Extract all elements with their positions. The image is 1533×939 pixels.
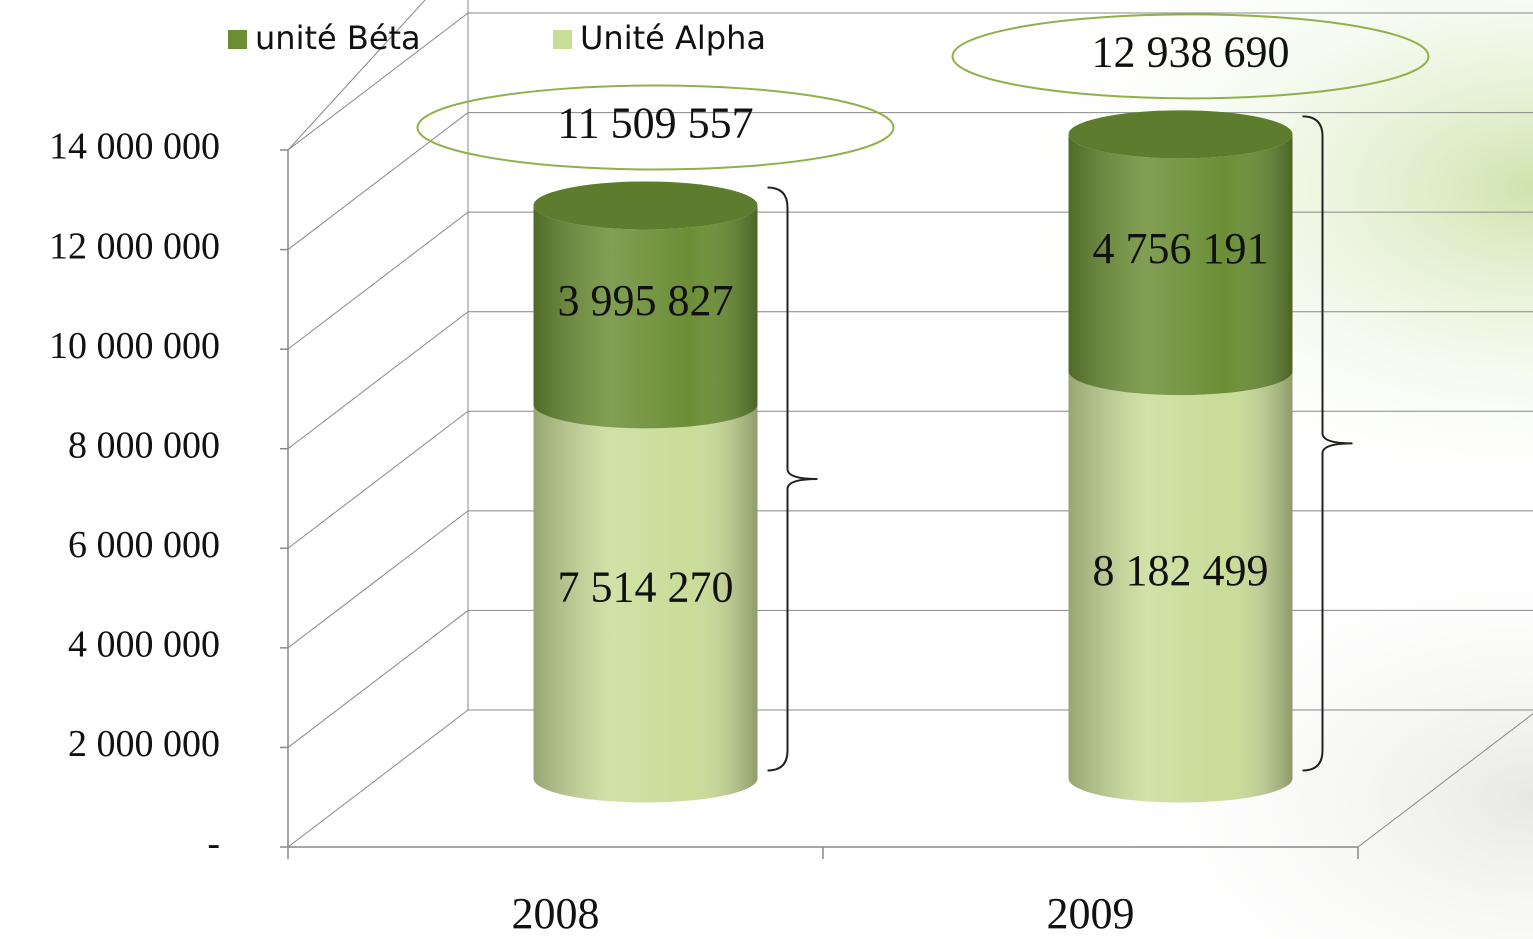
- grid-line: [287, 12, 469, 151]
- grid-line: [287, 112, 469, 250]
- grid-line: [287, 311, 469, 450]
- legend-swatch: [553, 30, 572, 49]
- y-tick-label: 14 000 000: [49, 126, 220, 168]
- y-tick-label: -: [207, 823, 220, 865]
- bar-top: [1068, 110, 1293, 159]
- axis-line: [1357, 713, 1533, 848]
- bar-shade: [533, 404, 758, 803]
- y-tick-label: 6 000 000: [68, 524, 220, 566]
- total-oval: [416, 84, 895, 171]
- grid-line: [287, 510, 469, 649]
- brace: [767, 186, 818, 772]
- bar-shade: [1068, 134, 1293, 396]
- grid-line: [287, 709, 469, 848]
- bar-shade: [533, 205, 758, 429]
- grid-line: [287, 610, 469, 748]
- legend-swatch: [228, 30, 247, 49]
- bar-top: [533, 181, 758, 230]
- value-label: 3 995 827: [558, 276, 734, 325]
- bar-shade: [1068, 371, 1293, 803]
- bar-top-shade: [533, 181, 758, 230]
- legend-label: Unité Alpha: [580, 19, 766, 57]
- y-tick-label: 12 000 000: [49, 225, 220, 267]
- x-tick-label: 2008: [512, 889, 600, 938]
- legend-label: unité Béta: [255, 19, 421, 57]
- value-label: 7 514 270: [558, 563, 734, 612]
- y-tick-label: 10 000 000: [49, 325, 220, 367]
- grid-line: [287, 211, 469, 350]
- total-oval: [951, 13, 1430, 100]
- value-label: 8 182 499: [1093, 546, 1269, 595]
- bar-top-shade: [1068, 110, 1293, 159]
- value-label: 4 756 191: [1093, 224, 1269, 273]
- grid-line: [287, 410, 469, 549]
- y-tick-label: 8 000 000: [68, 424, 220, 466]
- brace: [1302, 115, 1353, 772]
- y-tick-label: 4 000 000: [68, 624, 220, 666]
- axis-line: [287, 0, 426, 151]
- total-label: 12 938 690: [1092, 27, 1290, 76]
- total-label: 11 509 557: [557, 99, 753, 148]
- x-tick-label: 2009: [1047, 889, 1135, 938]
- y-tick-label: 2 000 000: [68, 723, 220, 765]
